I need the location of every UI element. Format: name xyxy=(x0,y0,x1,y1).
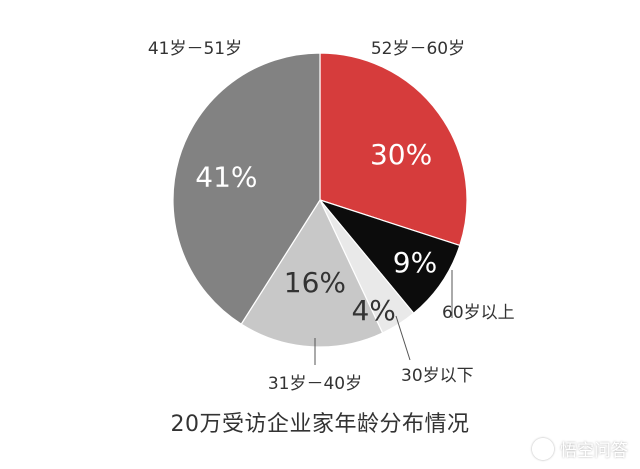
watermark-text: 悟空问答 xyxy=(560,441,628,461)
category-label-1: 60岁以上 xyxy=(442,303,515,323)
smile-face-icon xyxy=(532,437,554,460)
pie-slice-0 xyxy=(319,52,468,247)
pie-slice-4 xyxy=(172,52,321,325)
value-label-0: 30% xyxy=(370,138,432,171)
category-label-0: 52岁－60岁 xyxy=(371,39,465,59)
chart-title: 20万受访企业家年龄分布情况 xyxy=(170,412,470,437)
pie-slice-3 xyxy=(240,198,384,348)
pie-slice-1 xyxy=(318,198,461,315)
value-label-2: 4% xyxy=(351,294,395,327)
leader-line-2 xyxy=(395,315,411,361)
category-label-4: 41岁－51岁 xyxy=(148,39,242,59)
category-label-2: 30岁以下 xyxy=(401,366,474,386)
value-label-4: 41% xyxy=(195,160,257,193)
value-label-3: 16% xyxy=(284,266,346,299)
watermark: 悟空问答 xyxy=(532,436,628,461)
category-label-3: 31岁－40岁 xyxy=(268,374,362,394)
value-label-1: 9% xyxy=(393,246,437,279)
